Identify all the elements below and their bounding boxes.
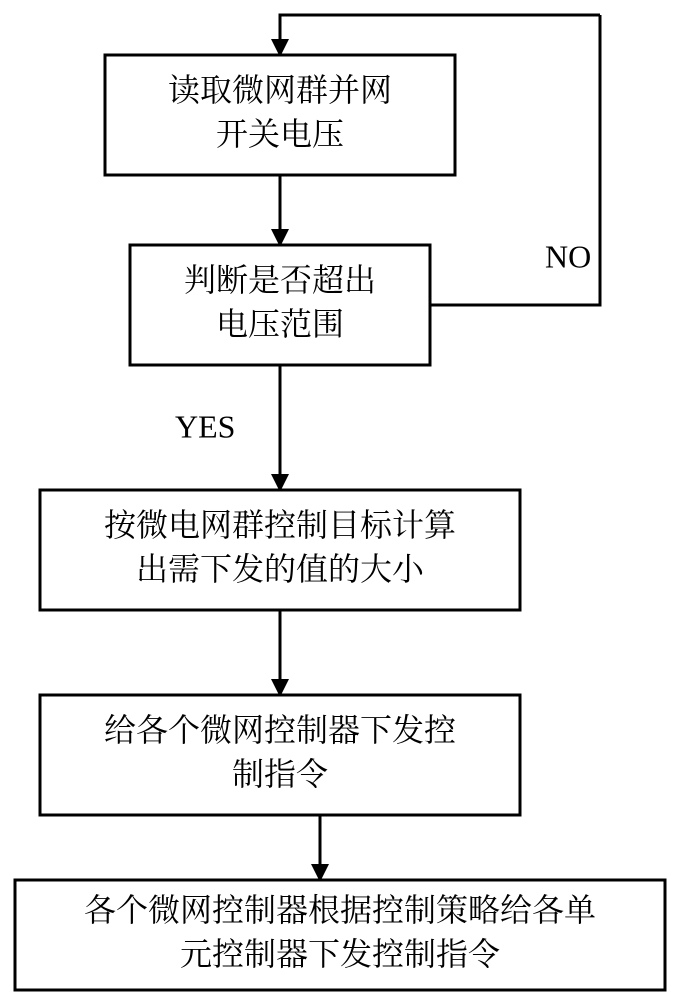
node-n2-line-1: 电压范围	[216, 299, 344, 345]
node-n1-line-0: 读取微网群并网	[168, 65, 392, 111]
node-n5-line-1: 元控制器下发控制指令	[180, 929, 500, 975]
nodes-layer: 读取微网群并网开关电压判断是否超出电压范围按微电网群控制目标计算出需下发的值的大…	[15, 55, 665, 990]
node-n4-line-0: 给各个微网控制器下发控	[104, 705, 456, 751]
node-n2: 判断是否超出电压范围	[130, 245, 430, 365]
node-n3-line-1: 出需下发的值的大小	[136, 544, 425, 590]
node-n1: 读取微网群并网开关电压	[105, 55, 455, 175]
flowchart-canvas: 读取微网群并网开关电压判断是否超出电压范围按微电网群控制目标计算出需下发的值的大…	[0, 0, 684, 1000]
node-n4: 给各个微网控制器下发控制指令	[40, 695, 520, 815]
node-n3-line-0: 按微电网群控制目标计算	[104, 500, 456, 546]
node-n5-line-0: 各个微网控制器根据控制策略给各单	[84, 885, 596, 931]
label-yes: YES	[175, 408, 235, 444]
label-no: NO	[545, 238, 591, 274]
edge-loop_in	[280, 15, 600, 55]
node-n2-line-0: 判断是否超出	[184, 255, 376, 301]
node-n1-line-1: 开关电压	[216, 109, 344, 155]
node-n3: 按微电网群控制目标计算出需下发的值的大小	[40, 490, 520, 610]
node-n4-line-1: 制指令	[232, 749, 328, 795]
node-n5: 各个微网控制器根据控制策略给各单元控制器下发控制指令	[15, 880, 665, 990]
